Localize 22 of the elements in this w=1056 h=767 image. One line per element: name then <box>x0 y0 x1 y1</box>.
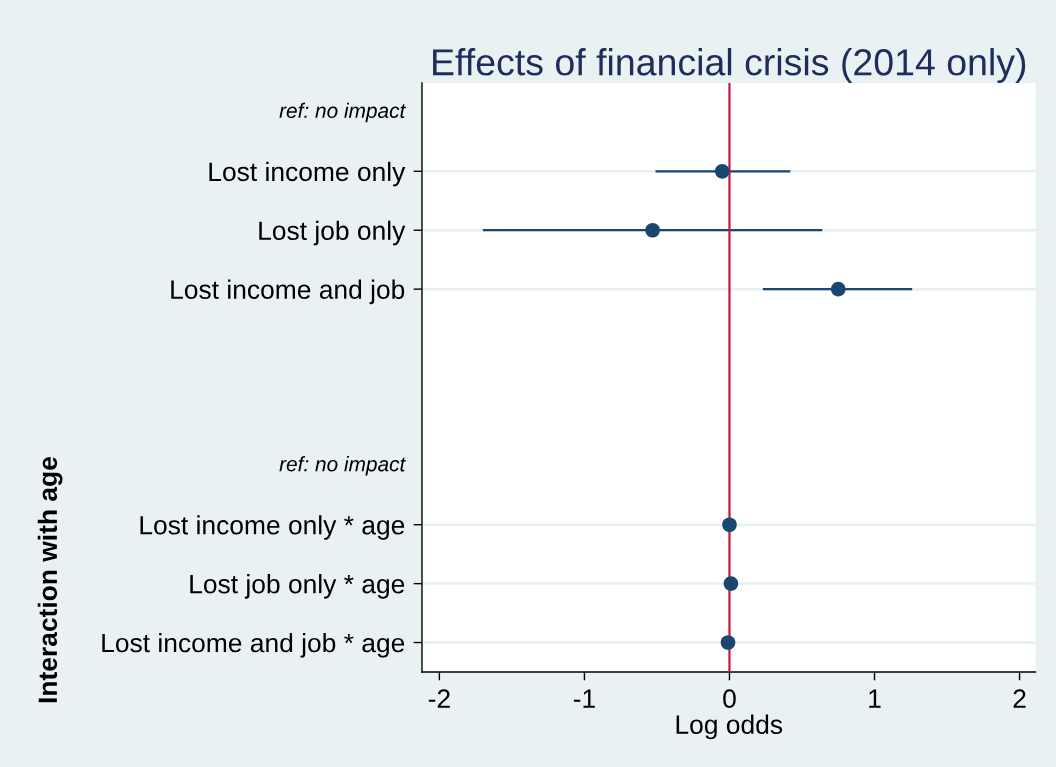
x-tick-label: 2 <box>1013 689 1026 708</box>
chart-title: Effects of financial crisis (2014 only) <box>433 48 1026 83</box>
x-tick-label: 1 <box>869 689 881 708</box>
point <box>714 164 730 179</box>
y-tick-label: Lost income and job <box>171 279 405 305</box>
y-tick-label: ref: no impact <box>279 102 407 123</box>
y-tick-label: Lost income and job * age <box>102 632 405 658</box>
y-tick-label: Lost job only * age <box>190 574 405 599</box>
x-axis-title: Log odds <box>676 714 783 740</box>
point <box>723 576 739 591</box>
y-tick-label: Lost job only <box>259 220 406 246</box>
x-tick-label: -1 <box>573 689 595 708</box>
point <box>830 281 846 297</box>
y-tick-label: ref: no impact <box>279 456 407 476</box>
point <box>720 635 736 650</box>
point <box>722 517 737 533</box>
point <box>645 222 660 238</box>
x-tick-label: -2 <box>428 689 450 708</box>
x-tick-label: 0 <box>723 689 736 709</box>
y-tick-label: Lost income only <box>209 161 406 187</box>
y-tick-label: Lost income only * age <box>140 515 405 540</box>
y-axis-title: Interaction with age <box>37 457 63 703</box>
